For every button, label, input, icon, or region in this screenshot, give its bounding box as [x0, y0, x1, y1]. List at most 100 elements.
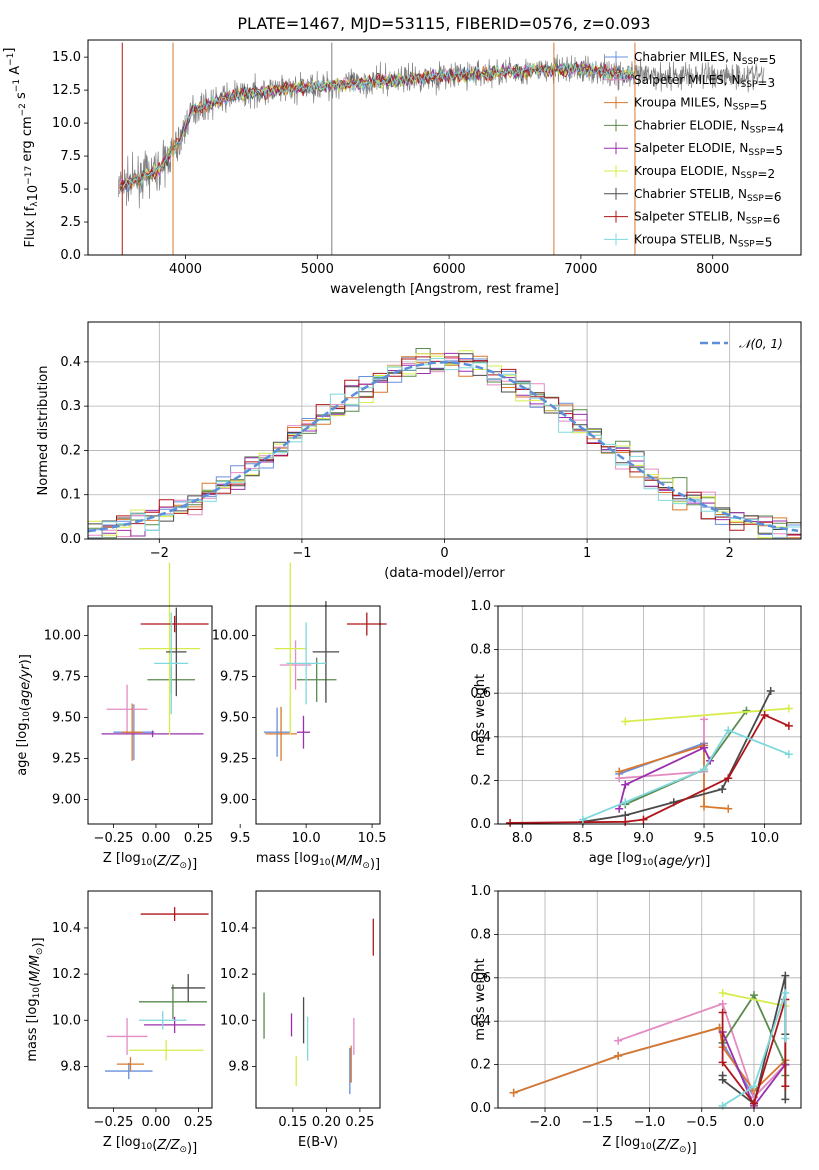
- axes-frame: [497, 605, 802, 825]
- weight-marker: [781, 1082, 790, 1091]
- x-tick-label: −0.25: [94, 831, 134, 846]
- weight-marker: [509, 1088, 518, 1097]
- y-tick-label: 10.0: [52, 116, 81, 131]
- x-axis-label: Z [log10(Z/Z⊙)]: [103, 851, 197, 872]
- x-axis-label: Z [log10(Z/Z⊙)]: [103, 1135, 197, 1156]
- y-tick-label: 10.00: [212, 629, 249, 644]
- axes-frame: [87, 39, 802, 256]
- weight-marker: [742, 706, 751, 715]
- weight-line-1: [617, 1002, 786, 1099]
- weight-line-8: [582, 729, 790, 821]
- weight-marker: [760, 711, 769, 719]
- x-tick-label: −2.0: [529, 1115, 561, 1130]
- y-tick-label: 9.75: [52, 669, 81, 684]
- weight-marker: [718, 999, 727, 1008]
- y-tick-label: 0.8: [470, 643, 491, 658]
- x-tick-label: −1: [292, 546, 311, 561]
- y-tick-label: 10.4: [220, 921, 249, 936]
- weight-line-5: [722, 992, 786, 1007]
- weight-marker: [718, 988, 727, 997]
- weight-marker: [614, 1036, 623, 1045]
- legend-label: Kroupa MILES, NSSP=5: [634, 96, 767, 113]
- legend-label: Chabrier MILES, NSSP=5: [634, 50, 776, 67]
- y-tick-label: 7.5: [60, 149, 81, 164]
- y-tick-label: 0.0: [470, 1101, 491, 1116]
- legend-label: Salpeter STELIB, NSSP=6: [634, 210, 780, 227]
- y-tick-label: 0.2: [470, 773, 491, 788]
- x-tick-label: 0.20: [312, 1115, 341, 1130]
- x-tick-label: 0.15: [278, 1115, 307, 1130]
- x-tick-label: 6000: [433, 262, 466, 277]
- legend-label: 𝒩(0, 1): [739, 337, 783, 351]
- y-tick-label: 2.5: [60, 215, 81, 230]
- y-tick-label: 10.00: [44, 629, 81, 644]
- weight-line-2: [618, 744, 729, 810]
- weight-marker: [784, 704, 793, 713]
- weight-marker: [615, 804, 624, 813]
- weight-marker: [700, 743, 709, 752]
- weight-marker: [749, 991, 758, 1000]
- y-tick-label: 1.0: [470, 599, 491, 614]
- y-tick-label: 0.0: [60, 532, 81, 547]
- weight-marker: [700, 765, 709, 774]
- y-tick-label: 9.50: [52, 710, 81, 725]
- x-axis-label: (data-model)/error: [384, 566, 505, 581]
- x-tick-label: 10.0: [292, 831, 321, 846]
- histogram-8: [88, 357, 801, 539]
- y-tick-label: 9.8: [60, 1059, 81, 1074]
- weight-marker: [781, 971, 790, 980]
- normal-curve: [87, 361, 799, 533]
- x-tick-label: −2: [150, 546, 169, 561]
- model-line-4: [119, 60, 636, 190]
- model-line-7: [119, 62, 636, 190]
- panel-mass-vs-ebv: 0.15 0.20 0.25 9.8 10.0 10.2 10.4 E(B-V): [220, 890, 381, 1150]
- x-tick-label: 2: [726, 546, 734, 561]
- x-tick-label: 1: [583, 546, 591, 561]
- legend-label: Kroupa STELIB, NSSP=5: [634, 232, 772, 249]
- weight-marker: [718, 1008, 727, 1017]
- weight-marker: [724, 726, 733, 735]
- weight-marker: [639, 815, 648, 824]
- weight-marker: [700, 715, 709, 724]
- y-tick-label: 10.0: [52, 1013, 81, 1028]
- x-tick-label: 0.25: [184, 831, 213, 846]
- weight-marker: [578, 815, 587, 824]
- y-tick-label: 15.0: [52, 50, 81, 65]
- x-tick-label: 5000: [301, 262, 334, 277]
- y-tick-label: 10.2: [52, 967, 81, 982]
- y-tick-label: 9.00: [220, 792, 249, 807]
- x-tick-label: 8.0: [512, 831, 533, 846]
- axes-frame: [87, 321, 802, 540]
- x-tick-label: 8.5: [572, 831, 593, 846]
- legend-label: Chabrier STELIB, NSSP=6: [634, 187, 782, 204]
- weight-marker: [724, 804, 733, 813]
- x-tick-label: 9.0: [633, 831, 654, 846]
- y-tick-label: 0.4: [60, 355, 81, 370]
- x-tick-label: −0.25: [94, 1115, 134, 1130]
- legend-label: Chabrier ELODIE, NSSP=4: [634, 118, 784, 135]
- y-axis-label: mass [log10(M/M⊙)]: [25, 937, 46, 1061]
- x-axis-label: age [log10(age/yr)]: [589, 851, 711, 869]
- y-tick-label: 0.4: [470, 730, 491, 745]
- legend-label: Salpeter MILES, NSSP=3: [634, 73, 775, 90]
- x-axis-label: E(B-V): [298, 1135, 338, 1150]
- weight-marker: [724, 774, 733, 783]
- weight-marker: [749, 1099, 758, 1108]
- weight-marker: [621, 798, 630, 807]
- panel-spectrum: 4000 5000 6000 7000 8000 0.0 2.5 5.0 7.5 10.0 12.5…: [2, 39, 802, 297]
- y-tick-label: 9.8: [228, 1059, 249, 1074]
- weight-marker: [766, 687, 775, 696]
- x-tick-label: 0.25: [345, 1115, 374, 1130]
- y-axis-label: mass weight: [473, 674, 488, 756]
- y-axis-label: age [log10(age/yr)]: [15, 654, 33, 776]
- panel-age-vs-z: −0.25 0.00 0.25 9.00 9.25 9.50 9.75 10.00 Z [log…: [15, 562, 213, 872]
- weight-marker: [784, 721, 793, 730]
- weight-marker: [781, 1034, 790, 1043]
- weight-marker: [621, 717, 630, 726]
- y-tick-label: 0.2: [470, 1058, 491, 1073]
- y-tick-label: 10.0: [220, 1013, 249, 1028]
- y-axis-label: mass weight: [473, 958, 488, 1040]
- x-tick-label: 0.25: [184, 1115, 213, 1130]
- axes-frame: [87, 605, 213, 825]
